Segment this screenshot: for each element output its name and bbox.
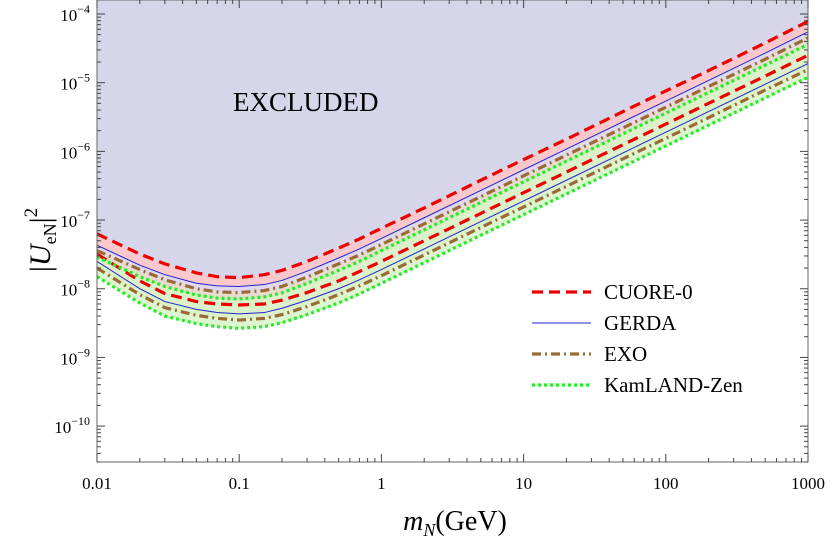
- y-axis-label: |UeN|2: [21, 208, 60, 272]
- excluded-annotation: EXCLUDED: [233, 87, 378, 117]
- x-tick-label: 1000: [791, 474, 825, 493]
- excluded-region: [97, 0, 808, 278]
- y-tick-label: 10−9: [60, 345, 90, 368]
- legend-label-gerda: GERDA: [604, 311, 677, 335]
- line-exo-lower: [97, 68, 808, 322]
- line-cuore-0-lower: [97, 53, 808, 307]
- legend: CUORE-0 GERDA EXO KamLAND-Zen: [532, 280, 743, 397]
- legend-label-kamland-zen: KamLAND-Zen: [604, 373, 743, 397]
- band-kamland-zen: [97, 44, 808, 329]
- line-gerda-upper: [97, 31, 808, 287]
- x-tick-label: 1: [377, 474, 386, 493]
- y-tick-label: 10−5: [60, 71, 90, 94]
- line-gerda-lower: [97, 63, 808, 315]
- y-tick-label: 10−10: [54, 414, 90, 437]
- y-tick-label: 10−8: [60, 277, 90, 300]
- x-tick-label: 10: [515, 474, 532, 493]
- legend-label-exo: EXO: [604, 342, 647, 366]
- y-tick-label: 10−4: [60, 2, 90, 25]
- x-tick-label: 0.01: [82, 474, 112, 493]
- x-tick-label: 100: [653, 474, 679, 493]
- x-axis-label: mN(GeV): [403, 506, 507, 538]
- line-kamland-zen-upper: [97, 43, 808, 301]
- legend-label-cuore-0: CUORE-0: [604, 280, 693, 304]
- x-tick-label: 0.1: [229, 474, 250, 493]
- y-tick-label: 10−7: [60, 208, 90, 231]
- y-tick-label: 10−6: [60, 139, 90, 162]
- line-cuore-0-upper: [97, 19, 808, 280]
